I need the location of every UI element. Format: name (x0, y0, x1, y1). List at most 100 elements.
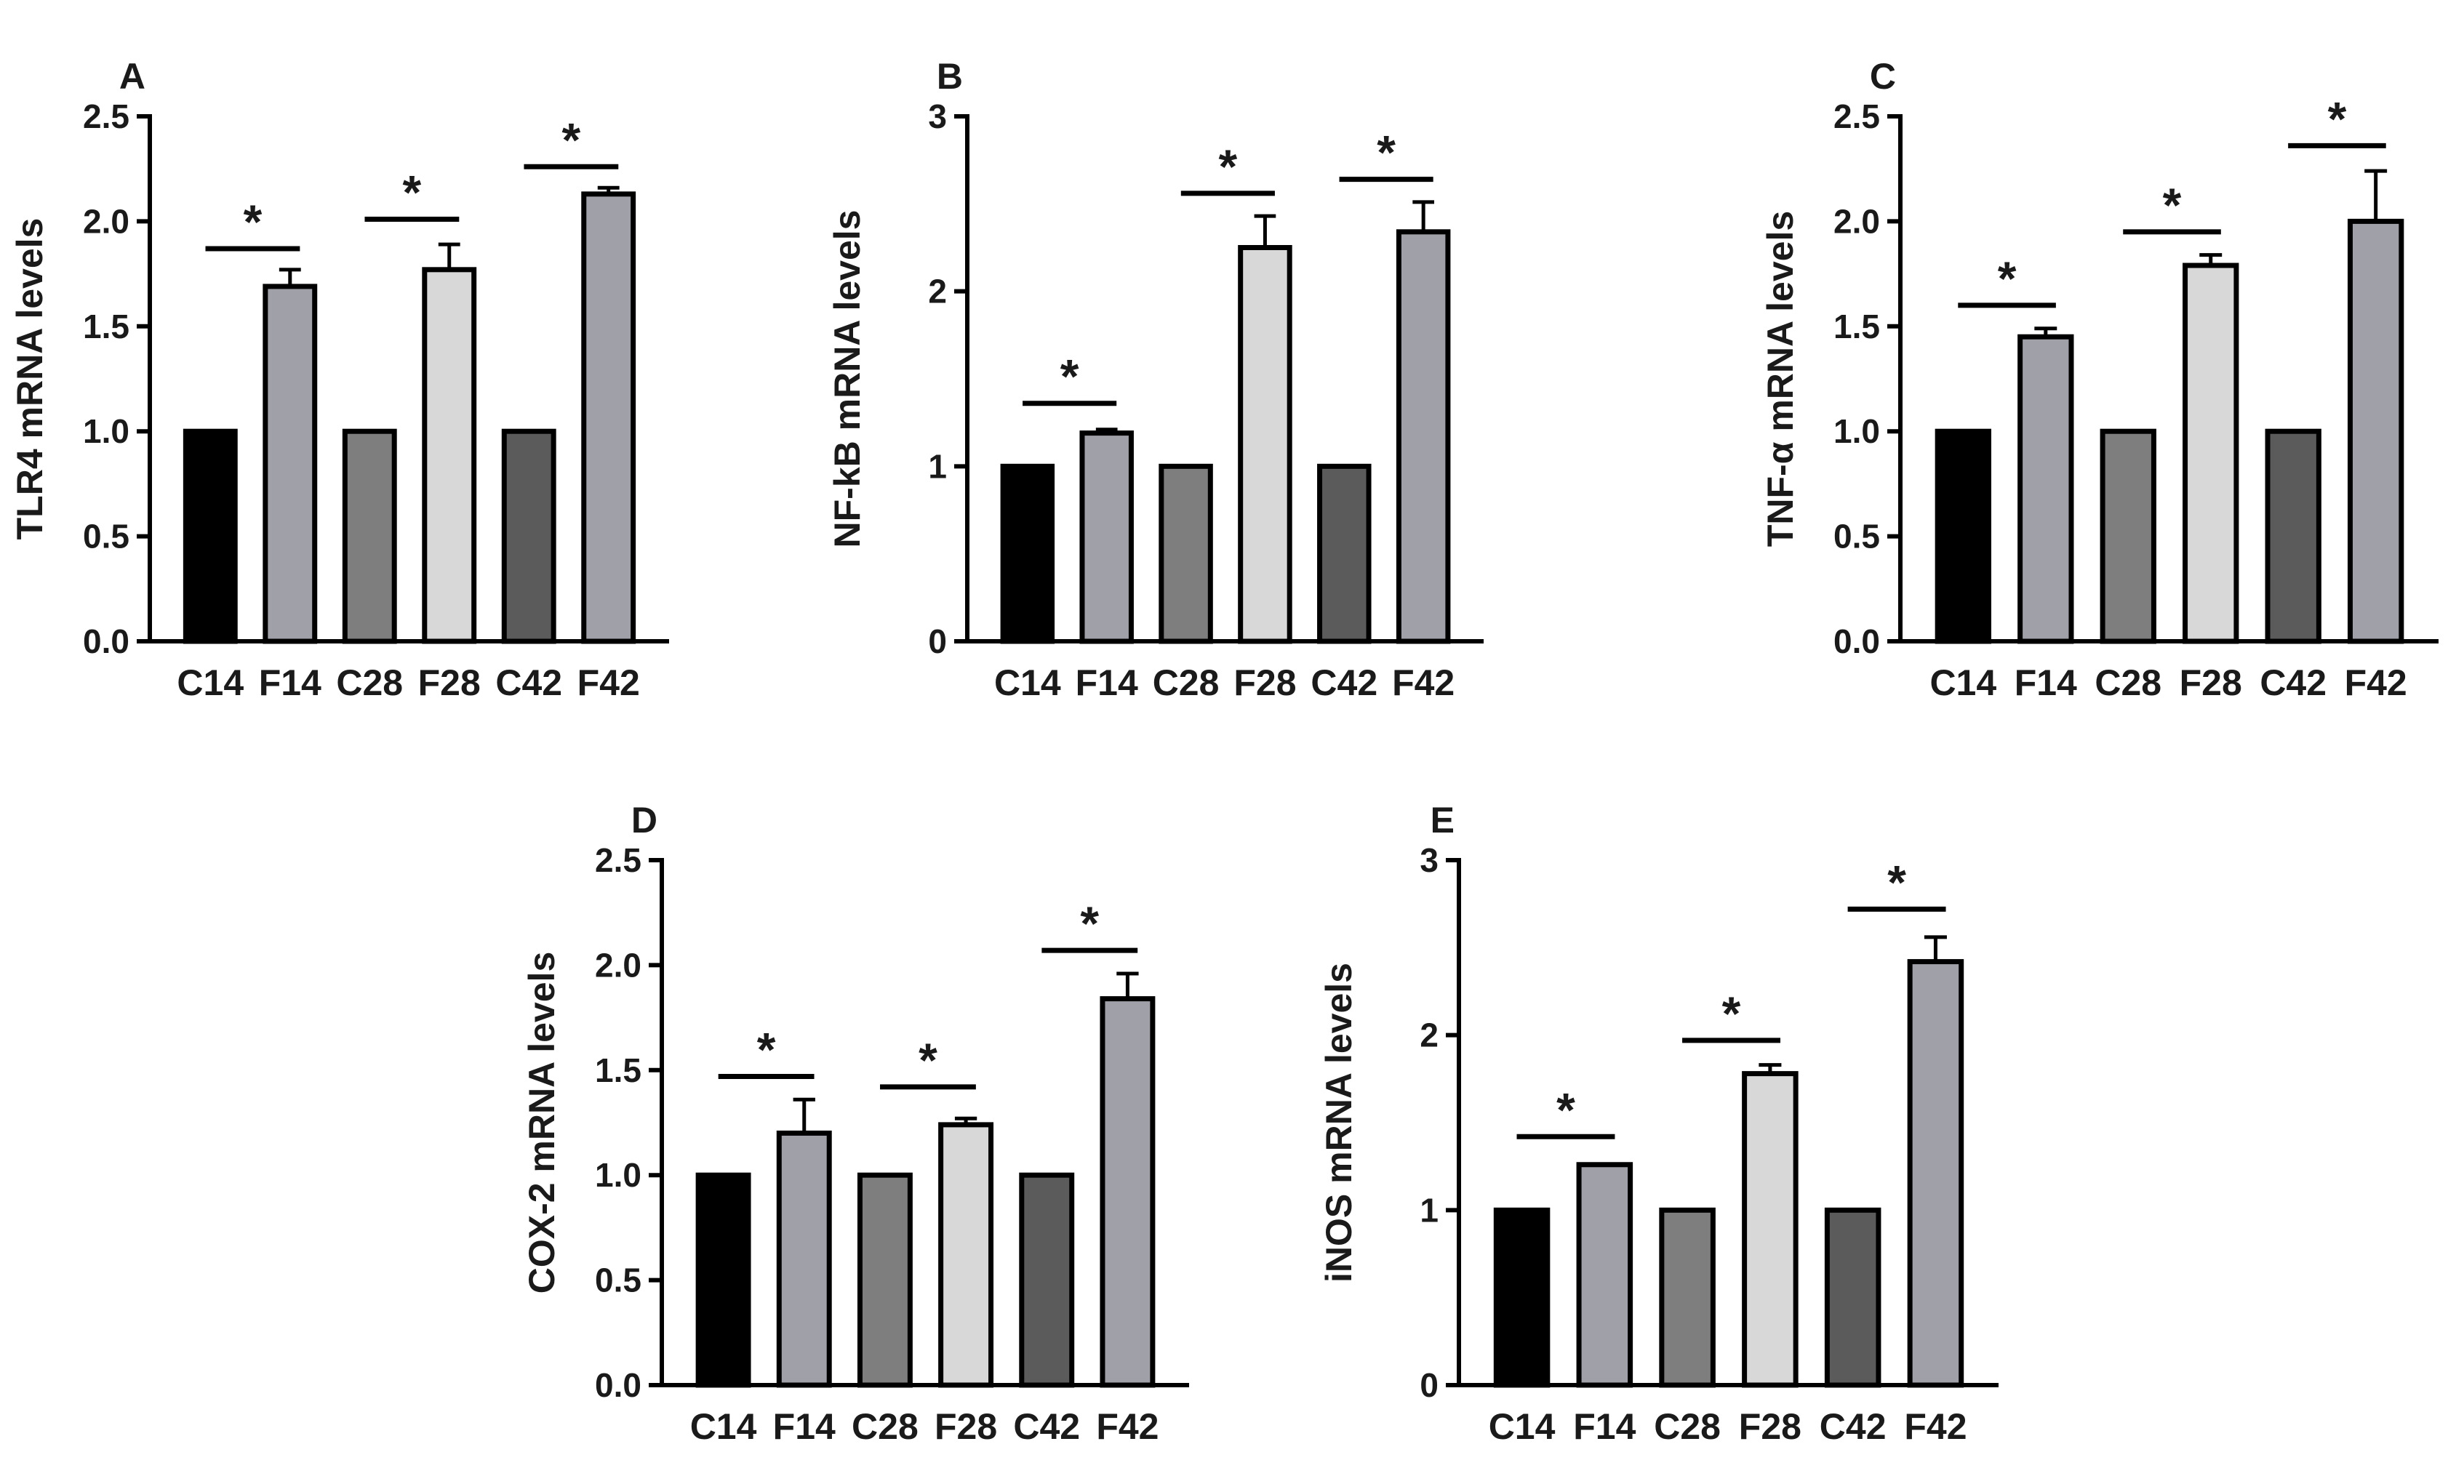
y-tick-label: 2.0 (83, 202, 129, 240)
bar-c42 (501, 428, 556, 644)
y-tick-label: 1.0 (83, 412, 129, 450)
bar-f14 (776, 1130, 832, 1388)
y-tick-label: 1.5 (1833, 308, 1880, 345)
panel-letter: D (631, 800, 657, 841)
y-tick-label: 2.0 (595, 946, 641, 984)
bar-f14 (2017, 334, 2074, 644)
y-axis-title: TNF-α mRNA levels (1760, 211, 1801, 547)
significance-star: * (244, 195, 263, 249)
x-tick-label-f14: F14 (2015, 662, 2077, 703)
panel-d: D COX-2 mRNA levels 0.0 0.5 1.0 1.5 2.0 2.5 C14 F… (521, 800, 1189, 1447)
y-tick-label: 1.0 (595, 1156, 641, 1194)
x-tick-label-c14: C14 (1929, 662, 1996, 703)
x-tick-label-c14: C14 (1489, 1406, 1556, 1447)
y-tick-label: 1.0 (1833, 412, 1880, 450)
x-tick-label-f14: F14 (1573, 1406, 1636, 1447)
x-tick-label-f42: F42 (1096, 1406, 1159, 1447)
bar-c14 (1493, 1207, 1551, 1388)
bar-c42 (2265, 428, 2321, 644)
significance-star: * (1556, 1083, 1575, 1136)
x-tick-label-c28: C28 (336, 662, 403, 703)
y-tick-label: 1 (1420, 1191, 1439, 1229)
significance-star: * (919, 1033, 937, 1087)
bar-f42 (1100, 996, 1156, 1388)
bar-c14 (1000, 463, 1055, 644)
y-tick-label: 0.5 (1833, 518, 1880, 556)
significance-star: * (403, 166, 422, 220)
panel-letter: A (119, 56, 145, 97)
y-tick-label: 2.5 (83, 97, 129, 135)
significance-star: * (1377, 126, 1396, 180)
x-tick-label-c42: C42 (1311, 662, 1377, 703)
significance-star: * (757, 1022, 776, 1076)
bar-c42 (1317, 463, 1372, 644)
panel-letter: B (937, 56, 963, 97)
bar-f42 (1396, 229, 1451, 644)
y-tick-label: 2 (1420, 1016, 1439, 1054)
bar-f42 (1907, 959, 1964, 1388)
x-tick-label-c28: C28 (2095, 662, 2161, 703)
bar-f42 (2347, 218, 2404, 644)
y-tick-label: 1.5 (595, 1051, 641, 1089)
x-tick-label-f14: F14 (1076, 662, 1138, 703)
y-tick-label: 2 (928, 273, 947, 310)
bar-c42 (1019, 1172, 1075, 1388)
y-tick-label: 2.0 (1833, 202, 1880, 240)
bar-f14 (1576, 1162, 1633, 1388)
y-tick-label: 1 (928, 447, 947, 485)
y-tick-label: 0 (1420, 1366, 1439, 1404)
x-tick-label-c28: C28 (1654, 1406, 1721, 1447)
x-tick-label-f28: F28 (418, 662, 481, 703)
significance-star: * (1219, 140, 1238, 193)
x-tick-label-c14: C14 (690, 1406, 757, 1447)
x-tick-label-c14: C14 (177, 662, 244, 703)
x-tick-label-f28: F28 (1233, 662, 1296, 703)
bar-c14 (1935, 428, 1992, 644)
panel-b: B NF-kB mRNA levels 0 1 2 3 C14 F14 C28 F28 C42 F42… (827, 56, 1484, 703)
bar-c28 (1159, 463, 1213, 644)
bar-f14 (1079, 430, 1134, 644)
x-tick-label-f42: F42 (2345, 662, 2407, 703)
x-tick-label-f14: F14 (259, 662, 321, 703)
y-tick-label: 0.0 (83, 622, 129, 660)
bar-c28 (342, 428, 397, 644)
x-tick-label-c14: C14 (994, 662, 1061, 703)
panel-a: A TLR4 mRNA levels 0.0 0.5 1.0 1.5 2.0 2.5 C14 F1… (9, 56, 669, 703)
x-tick-label-f28: F28 (935, 1406, 997, 1447)
bar-f28 (1238, 245, 1292, 644)
y-tick-label: 2.5 (595, 841, 641, 879)
y-tick-label: 3 (1420, 841, 1439, 879)
bar-c28 (2100, 428, 2156, 644)
x-tick-label-c28: C28 (1153, 662, 1220, 703)
bar-f42 (581, 191, 636, 644)
significance-star: * (1060, 350, 1079, 404)
y-tick-label: 0 (928, 622, 947, 660)
x-tick-label-f42: F42 (1392, 662, 1455, 703)
significance-star: * (1722, 987, 1741, 1040)
significance-star: * (2328, 92, 2347, 145)
significance-star: * (1998, 252, 2017, 305)
y-tick-label: 3 (928, 97, 947, 135)
bar-c42 (1824, 1207, 1881, 1388)
y-axis-title: iNOS mRNA levels (1319, 963, 1359, 1283)
significance-star: * (1887, 855, 1906, 909)
panel-letter: C (1870, 56, 1896, 97)
y-tick-label: 0.0 (595, 1366, 641, 1404)
x-tick-label-f42: F42 (1904, 1406, 1967, 1447)
y-tick-label: 1.5 (83, 308, 129, 345)
bar-f28 (422, 267, 477, 644)
bar-c14 (183, 428, 238, 644)
x-tick-label-f28: F28 (2180, 662, 2242, 703)
y-tick-label: 0.5 (595, 1262, 641, 1299)
bar-c14 (695, 1172, 751, 1388)
x-tick-label-c42: C42 (495, 662, 562, 703)
significance-star: * (2163, 178, 2182, 232)
x-tick-label-f28: F28 (1739, 1406, 1801, 1447)
bar-c28 (1659, 1207, 1716, 1388)
y-axis-title: COX-2 mRNA levels (521, 952, 562, 1294)
y-axis-title: TLR4 mRNA levels (9, 218, 50, 540)
y-tick-label: 0.5 (83, 518, 129, 556)
x-tick-label-f42: F42 (577, 662, 640, 703)
